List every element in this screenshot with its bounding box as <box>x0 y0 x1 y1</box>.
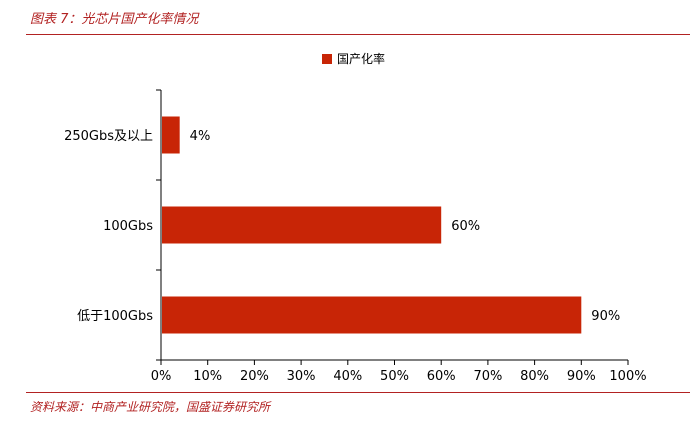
data-label: 90% <box>591 309 620 324</box>
bar <box>162 296 582 334</box>
x-tick-label: 20% <box>240 369 269 384</box>
legend-swatch <box>322 54 332 64</box>
data-label: 60% <box>451 219 480 234</box>
legend: 国产化率 <box>322 51 385 66</box>
plot-area: 0% 10% 20% 30% 40% 50% 60% 70% 80% 90% 100% 250Gbs及… <box>64 89 647 384</box>
x-tick-label: 60% <box>427 369 456 384</box>
x-tick-label: 40% <box>333 369 362 384</box>
x-tick-label: 30% <box>287 369 316 384</box>
data-label: 4% <box>190 129 211 144</box>
category-label: 100Gbs <box>103 219 153 234</box>
category-label: 低于100Gbs <box>77 309 153 324</box>
x-tick-label: 90% <box>567 369 596 384</box>
legend-label: 国产化率 <box>337 51 385 66</box>
bottom-divider <box>26 392 690 393</box>
figure-title: 图表 7：光芯片国产化率情况 <box>30 12 199 27</box>
x-tick-label: 70% <box>473 369 502 384</box>
x-tick-label: 10% <box>193 369 222 384</box>
top-divider <box>26 34 690 35</box>
x-tick-label: 50% <box>380 369 409 384</box>
bar <box>162 116 180 154</box>
source-note: 资料来源：中商产业研究院，国盛证券研究所 <box>30 400 271 414</box>
x-tick-label: 0% <box>151 369 172 384</box>
category-label: 250Gbs及以上 <box>64 129 153 144</box>
bar <box>162 206 442 244</box>
x-tick-label: 100% <box>609 369 646 384</box>
x-tick-label: 80% <box>520 369 549 384</box>
bar-chart: 国产化率 0% 10% 20% 30% 40% 50% 60% 70% 80% 90% 100% 25… <box>64 51 647 384</box>
